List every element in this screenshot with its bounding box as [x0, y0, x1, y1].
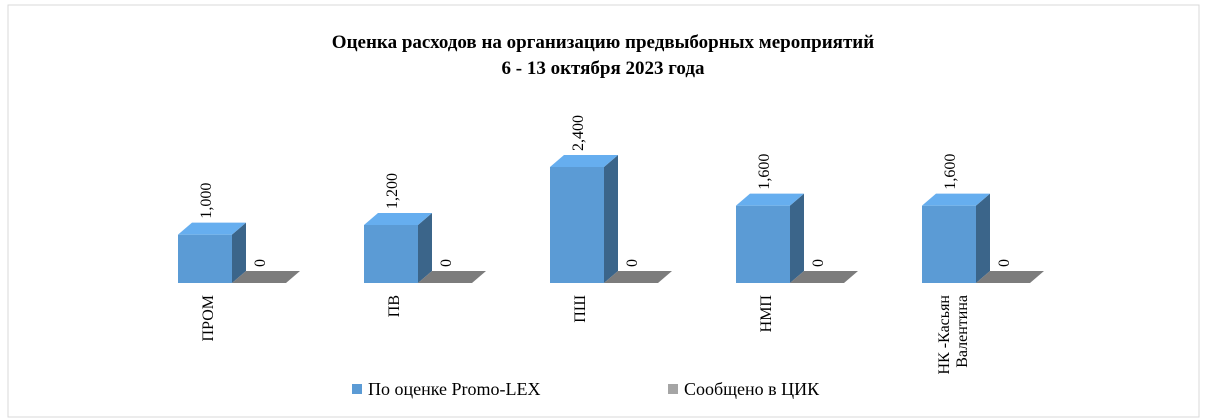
bar-top [604, 271, 672, 283]
bar-side [604, 155, 618, 283]
bar-front [178, 234, 232, 283]
bar-front [736, 205, 790, 283]
x-tick-label: НМП [758, 295, 775, 333]
data-label: 1,000 [198, 183, 215, 219]
bar-top [364, 213, 432, 225]
bar-top [550, 155, 618, 167]
bar [364, 213, 432, 283]
bar-top [922, 193, 990, 206]
bar-top [178, 222, 246, 235]
bar-side [790, 193, 804, 283]
bar-top [418, 271, 486, 283]
bar [976, 271, 1044, 283]
bar-top [736, 193, 804, 206]
bar [604, 271, 672, 283]
data-label: 0 [624, 259, 641, 267]
bar [232, 271, 300, 283]
data-label: 0 [810, 259, 827, 267]
bar-front [550, 167, 604, 283]
legend-label: Сообщено в ЦИК [684, 379, 820, 399]
chart-title: Оценка расходов на организацию предвыбор… [332, 32, 874, 53]
bar-front [364, 225, 418, 283]
data-label: 0 [252, 259, 269, 267]
legend-swatch [668, 384, 678, 394]
bar-side [418, 213, 432, 283]
x-tick-label: ПВ [386, 295, 403, 317]
bar-top [790, 271, 858, 283]
x-tick-label-line: Валентина [954, 295, 971, 368]
x-tick-label-line: НК -Касьян [936, 295, 953, 375]
bar [550, 155, 618, 283]
bar [736, 193, 804, 283]
x-tick-label: ПРОМ [200, 295, 217, 341]
legend-label: По оценке Promo-LEX [368, 379, 541, 399]
bar-side [976, 193, 990, 283]
bar-side [232, 222, 246, 283]
bar-top [976, 271, 1044, 283]
data-label: 2,400 [570, 115, 587, 151]
data-label: 1,600 [756, 154, 773, 190]
data-label: 1,600 [942, 154, 959, 190]
data-label: 0 [996, 259, 1013, 267]
legend-swatch [352, 384, 362, 394]
bar [418, 271, 486, 283]
bar [178, 222, 246, 283]
bar-top [232, 271, 300, 283]
data-label: 1,200 [384, 173, 401, 209]
x-tick-label: НК -КасьянВалентина [936, 295, 971, 375]
bar [922, 193, 990, 283]
chart-subtitle: 6 - 13 октября 2023 года [502, 58, 705, 79]
bar-front [922, 205, 976, 283]
data-label: 0 [438, 259, 455, 267]
x-tick-label: ПШ [572, 295, 589, 323]
bar [790, 271, 858, 283]
